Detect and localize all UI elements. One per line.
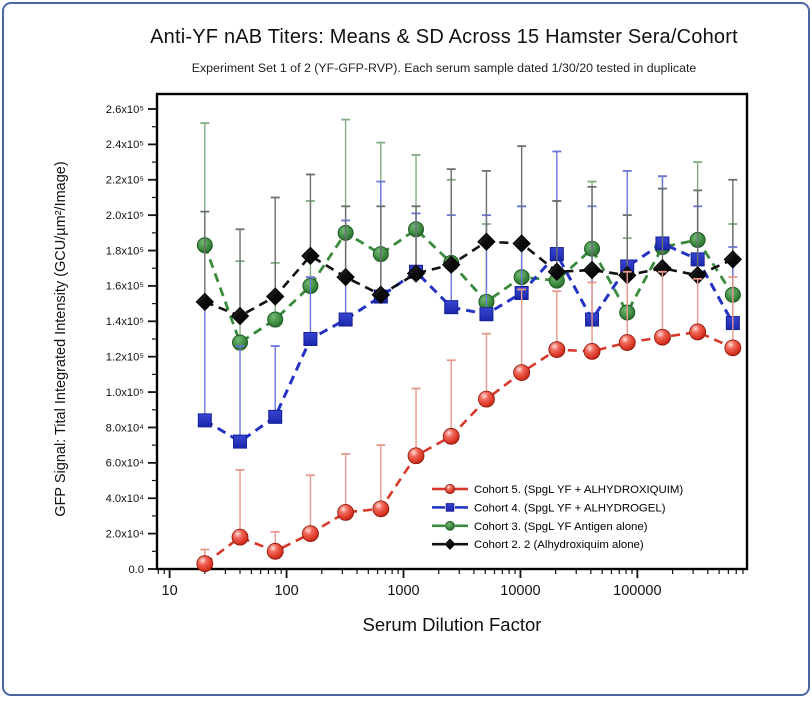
legend-item-1: Cohort 5. (SpgL YF + ALHYDROXIQUIM) [432,483,683,496]
data-point [338,312,353,327]
x-axis-ticks: 10 100 1000 10000 100000 [157,569,744,599]
y-tick-label: 1.2x10⁵ [106,351,144,363]
data-point [723,250,743,269]
y-tick-label: 2.0x10⁵ [106,210,144,222]
data-point [444,538,456,550]
data-point [301,246,320,266]
data-point [654,328,671,346]
series-line [204,241,735,444]
error-bars [200,118,738,343]
error-bars [200,270,738,564]
legend-item-2: Cohort 4. (SpgL YF + ALHYDROGEL) [432,502,666,514]
data-point [478,390,495,408]
y-tick-label: 2.2x10⁵ [106,175,144,187]
legend-label: Cohort 2. 2 (Alhydroxiquim alone) [474,539,644,551]
plot-area: 10 100 1000 10000 100000 0.0 2.0x10⁴ 4.0x10⁴ 6.0… [106,92,749,599]
y-tick-label: 2.0x10⁴ [106,528,145,540]
data-point [442,255,461,274]
data-point [372,500,390,518]
plot-box [155,92,749,571]
y-tick-label: 6.0x10⁴ [106,458,145,470]
x-tick-label: 100000 [613,583,661,599]
y-tick-label: 8.0x10⁴ [106,422,145,434]
series-line [204,240,734,318]
data-point [267,311,284,328]
data-point [195,292,215,312]
chart-title: Anti-YF nAB Titers: Means & SD Across 15… [150,26,738,48]
data-point [444,483,456,495]
y-tick-label: 0.0 [128,564,144,576]
data-point [196,555,214,573]
series-line [203,227,734,345]
series-line [204,330,734,565]
x-tick-label: 1000 [387,583,419,599]
y-tick-label: 2.6x10⁵ [106,104,144,116]
legend-label: Cohort 3. (SpgL YF Antigen alone) [474,521,648,533]
data-point [337,503,355,521]
series-markers [196,323,742,573]
series-3 [196,118,741,351]
data-point [724,339,742,357]
data-point [371,285,391,304]
data-point [512,234,531,253]
legend-label: Cohort 4. (SpgL YF + ALHYDROGEL) [474,502,666,514]
y-tick-label: 1.6x10⁵ [106,281,144,293]
data-point [233,434,248,449]
data-point [477,232,496,251]
x-tick-label: 100 [274,583,298,599]
data-point [513,364,531,382]
series-markers [195,232,743,326]
legend-item-4: Cohort 2. 2 (Alhydroxiquim alone) [432,538,644,551]
data-point [618,334,636,351]
data-point [268,409,283,424]
legend-item-3: Cohort 3. (SpgL YF Antigen alone) [432,521,648,533]
series-1 [196,270,742,573]
data-point [548,341,566,359]
data-point [302,525,319,543]
data-point [445,503,455,512]
legend-label: Cohort 5. (SpgL YF + ALHYDROXIQUIM) [474,484,683,496]
data-point [231,528,249,546]
x-tick-label: 10 [162,583,178,599]
data-point [583,342,601,360]
data-point [266,287,285,306]
data-point [445,520,455,531]
legend: Cohort 5. (SpgL YF + ALHYDROXIQUIM) Cohor… [432,483,683,551]
x-axis-label: Serum Dilution Factor [362,614,542,635]
y-tick-label: 2.4x10⁵ [106,139,144,151]
data-point [197,413,212,428]
data-point [266,542,284,560]
y-tick-label: 1.8x10⁵ [106,245,144,257]
y-tick-label: 1.0x10⁵ [106,387,144,399]
data-point [582,260,602,280]
data-point [407,447,425,465]
chart-subtitle: Experiment Set 1 of 2 (YF-GFP-RVP). Each… [191,61,697,75]
data-point [336,267,355,287]
data-point [303,332,318,346]
error-bars [200,145,738,316]
data-point [406,264,426,283]
data-point [442,427,460,445]
y-tick-label: 1.4x10⁵ [106,316,144,328]
x-tick-label: 10000 [500,583,540,599]
y-axis-ticks: 0.0 2.0x10⁴ 4.0x10⁴ 6.0x10⁴ 8.0x10⁴ 1.0x10⁵ 1.… [106,104,157,576]
data-point [479,307,494,322]
data-point [689,323,707,341]
data-point [230,306,250,326]
data-point [547,262,567,281]
series-4 [195,145,743,326]
data-point [444,300,459,315]
y-tick-label: 4.0x10⁴ [106,493,145,505]
